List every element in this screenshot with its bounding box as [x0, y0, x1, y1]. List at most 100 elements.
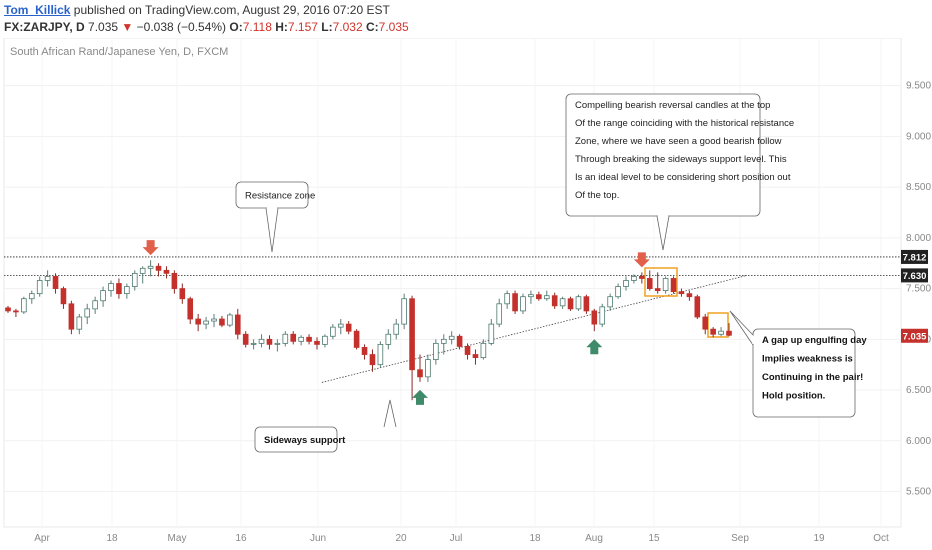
x-tick-label: 19	[813, 533, 825, 544]
author-link[interactable]: Tom_Killick	[4, 3, 71, 17]
candle	[211, 313, 217, 328]
markers	[142, 240, 650, 405]
down-arrow-icon: ▼	[121, 20, 134, 34]
candle-body	[694, 296, 701, 318]
highlight-box	[644, 267, 678, 297]
resistance-callout-line: Resistance zone	[245, 191, 315, 202]
candle-body	[440, 338, 447, 344]
candle-body	[662, 278, 669, 292]
candle-body	[322, 335, 328, 345]
candle	[591, 308, 598, 332]
candle	[155, 263, 162, 277]
candle	[488, 319, 495, 346]
candle-body	[631, 276, 637, 281]
price-label: 7.630	[901, 268, 928, 283]
candle	[575, 294, 582, 311]
chart-title: South African Rand/Japanese Yen, D, FXCM	[10, 46, 228, 58]
candle	[108, 280, 114, 297]
candle	[219, 315, 225, 328]
candle	[639, 272, 645, 284]
close-value: 7.035	[378, 20, 409, 34]
candle	[448, 331, 455, 345]
candle	[203, 316, 209, 330]
candle-body	[591, 310, 598, 325]
candle-body	[258, 338, 265, 344]
candle-body	[583, 296, 590, 312]
open-label: O:	[229, 20, 243, 34]
candle	[361, 344, 368, 360]
candle	[52, 273, 59, 294]
x-tick-label: Oct	[873, 533, 889, 544]
candle	[330, 324, 336, 340]
candle-body	[187, 298, 194, 320]
candle	[131, 270, 138, 291]
price-label-text: 7.812	[903, 252, 927, 263]
candle	[710, 327, 716, 338]
candle-body	[36, 280, 43, 295]
candle-body	[139, 267, 146, 274]
candle	[290, 331, 297, 345]
candle-body	[68, 303, 75, 330]
candle-body	[76, 316, 83, 330]
candle	[599, 303, 606, 328]
y-tick-label: 6.000	[906, 436, 931, 447]
candle	[179, 283, 186, 304]
x-tick-label: Apr	[34, 533, 50, 544]
candle	[44, 270, 51, 287]
candle	[433, 339, 439, 365]
quote-line: FX:ZARJPY, D 7.035 ▼ −0.038 (−0.54%) O:7…	[4, 20, 409, 34]
candle-body	[84, 308, 91, 318]
gap-callout: A gap up engulfing day Implies weakness i…	[729, 310, 867, 418]
candle-body	[433, 342, 439, 361]
candle-body	[203, 320, 209, 325]
candle-body	[425, 359, 431, 378]
candle-body	[456, 335, 463, 347]
plot-area[interactable]	[3, 38, 902, 528]
candle	[84, 303, 91, 325]
candle	[227, 312, 233, 328]
candle-body	[488, 323, 495, 344]
candle	[163, 266, 170, 279]
support-callout: Sideways support	[254, 399, 397, 453]
candle-body	[417, 369, 423, 378]
candle	[520, 293, 526, 314]
candle	[393, 319, 400, 340]
candle-body	[124, 286, 130, 295]
high-value: 7.157	[287, 20, 318, 34]
candle-body	[639, 276, 645, 279]
candle-body	[615, 286, 621, 298]
candle	[116, 278, 122, 299]
candle	[583, 294, 590, 314]
candlestick-chart[interactable]: South African Rand/Japanese Yen, D, FXCM…	[0, 38, 932, 550]
candle	[409, 295, 415, 401]
candle-body	[234, 314, 241, 335]
support-trendline	[321, 275, 747, 383]
bearish-arrow-icon	[633, 252, 650, 268]
resistance-callout-pointer	[265, 207, 279, 253]
close-label: C:	[365, 20, 379, 34]
candle-body	[654, 288, 661, 292]
candle-body	[607, 296, 613, 308]
candle-body	[385, 333, 392, 345]
support-callout-box	[254, 426, 338, 453]
y-tick-label: 7.500	[906, 284, 931, 295]
candle-body	[282, 333, 289, 344]
y-tick-label: 8.500	[906, 182, 931, 193]
last-price: 7.035	[88, 20, 119, 34]
candle-body	[369, 354, 376, 366]
candle	[5, 305, 11, 313]
candle-body	[480, 342, 487, 358]
candle-body	[528, 294, 534, 298]
candle	[417, 354, 423, 382]
reversal-callout-line: Of the top.	[575, 190, 619, 201]
candle	[369, 349, 376, 372]
candle	[21, 296, 27, 314]
x-tick-label: Aug	[585, 533, 603, 544]
candle	[694, 294, 701, 320]
candle-body	[314, 340, 320, 345]
candle-body	[718, 330, 724, 335]
candle-body	[116, 283, 122, 295]
candle-body	[21, 298, 27, 313]
candle	[646, 270, 653, 291]
candle	[314, 337, 320, 350]
